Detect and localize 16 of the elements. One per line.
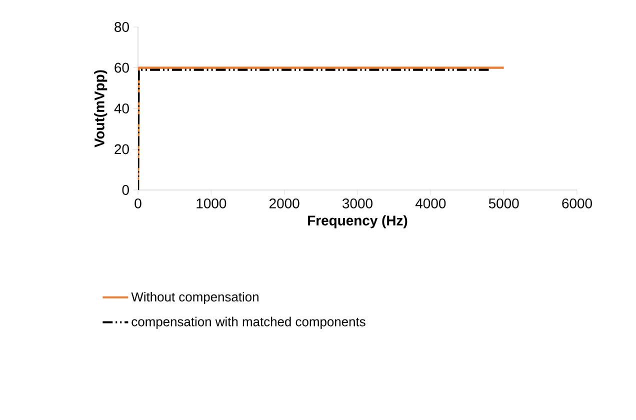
x-tick-label: 1000 (196, 198, 226, 208)
y-tick-label: 40 (114, 104, 129, 114)
y-axis-title: Vout(mVpp) (94, 70, 108, 148)
x-tick-label: 5000 (488, 198, 519, 208)
y-tick-label: 60 (114, 62, 129, 73)
legend-label: Without compensation (131, 292, 258, 304)
x-tick-label: 4000 (415, 198, 446, 208)
legend-label: compensation with matched components (132, 316, 366, 329)
y-tick-label: 0 (122, 185, 129, 195)
y-tick-label: 20 (114, 144, 129, 154)
y-tick-label: 80 (114, 22, 129, 32)
x-tick-label: 3000 (342, 198, 372, 208)
x-axis-title: Frequency (Hz) (308, 215, 408, 228)
x-tick-label: 6000 (562, 198, 592, 208)
x-tick-label: 2000 (270, 198, 300, 208)
x-tick-label: 0 (134, 198, 142, 208)
